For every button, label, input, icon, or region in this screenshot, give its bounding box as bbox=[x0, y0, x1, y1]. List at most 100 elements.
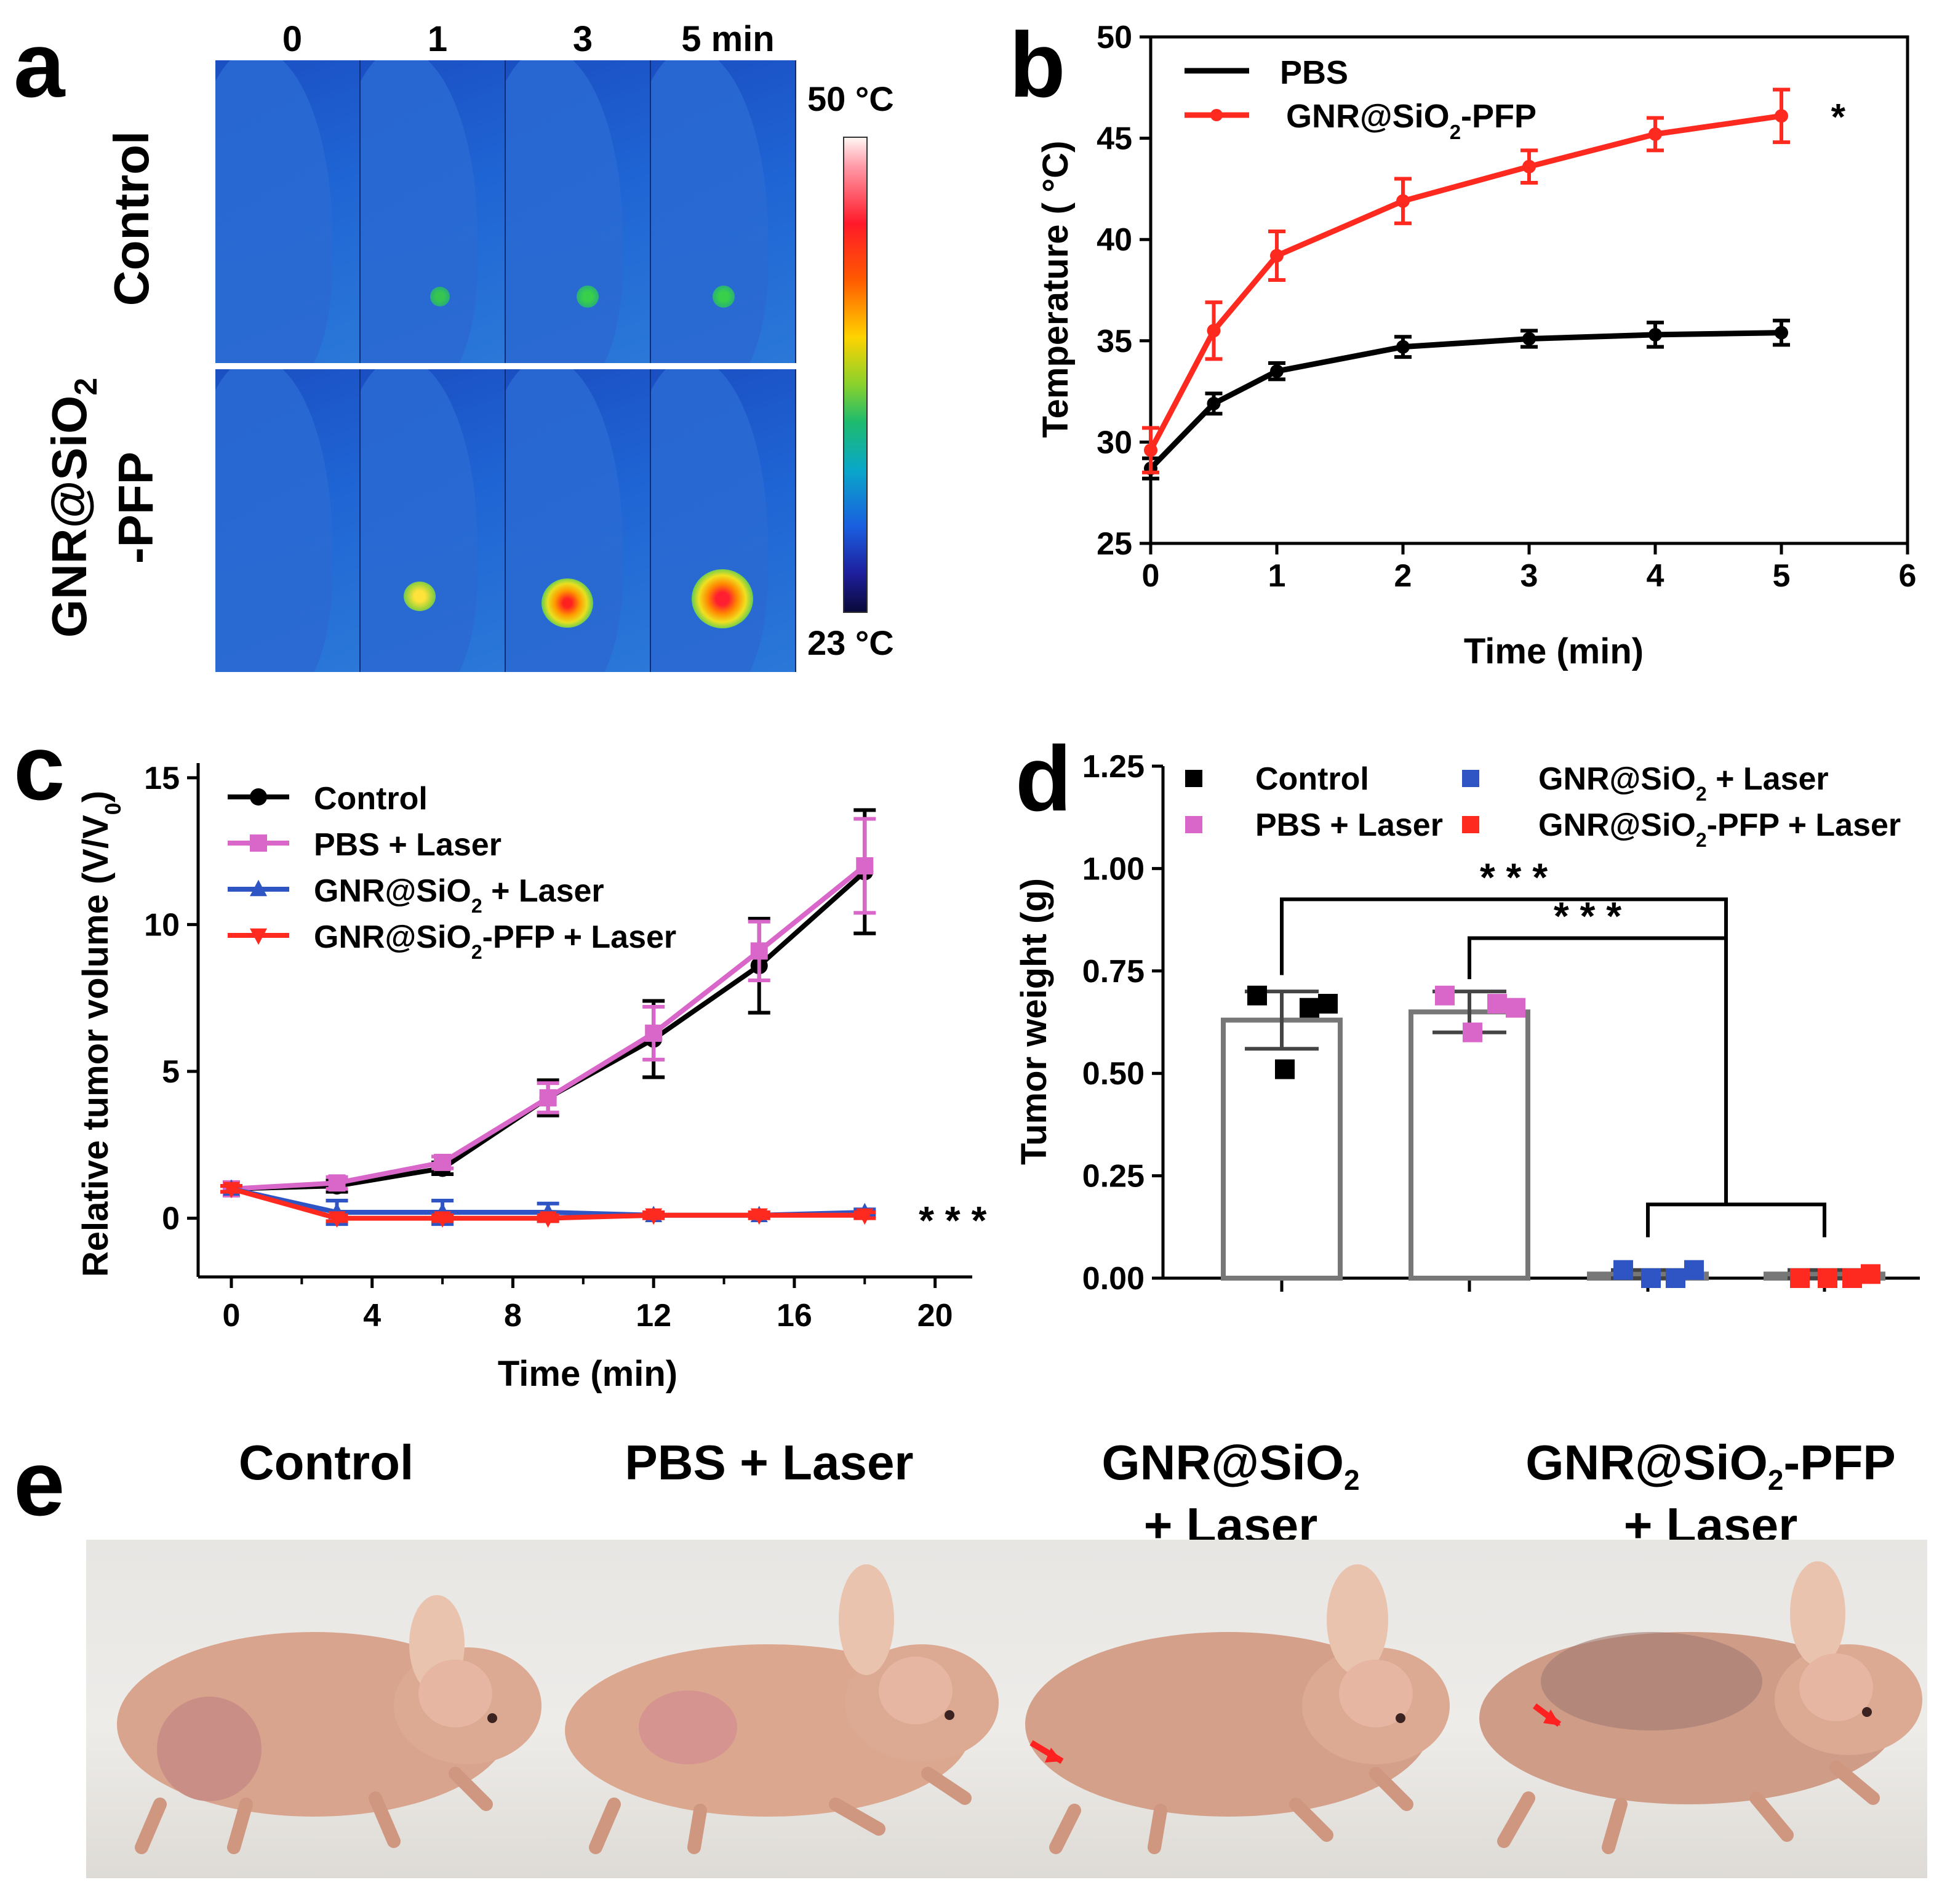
chart-b-point-gnr-pfp bbox=[1648, 127, 1662, 142]
chart-c-tumor-volume: Relative tumor volume (V/V0) Time (min) … bbox=[76, 761, 986, 1394]
chart-b-ylabel: Temperature ( °C) bbox=[1036, 141, 1076, 438]
chart-c-xtick-label: 16 bbox=[777, 1298, 812, 1334]
chart-c-xtick-label: 0 bbox=[223, 1298, 241, 1334]
chart-c-point-pbs-laser bbox=[434, 1153, 452, 1171]
panel-label-a: a bbox=[14, 13, 65, 116]
chart-b-point-pbs bbox=[1648, 327, 1662, 342]
chart-d-point-pbs-laser bbox=[1435, 985, 1455, 1006]
time-label-5: 5 min bbox=[681, 19, 775, 59]
chart-b-legend-label-gnr-pfp: GNR@SiO2-PFP bbox=[1286, 98, 1536, 143]
chart-c-legend-marker-pbs-laser bbox=[250, 834, 267, 852]
chart-b-point-pbs bbox=[1775, 326, 1788, 340]
chart-c-point-gnr-pfp-laser bbox=[750, 1208, 768, 1225]
chart-d-legend-label-gnr-pfp-laser: GNR@SiO2-PFP + Laser bbox=[1538, 807, 1901, 851]
chart-d-point-gnr-pfp-laser bbox=[1790, 1268, 1810, 1288]
row-label-gnr: GNR@SiO2 bbox=[42, 377, 104, 638]
thermal-image-gnr-3 bbox=[506, 369, 651, 672]
thermal-image-control-3 bbox=[506, 60, 651, 363]
thermal-image-control-1 bbox=[361, 60, 506, 363]
chart-d-ytick-label: 0.25 bbox=[1082, 1159, 1145, 1194]
chart-d-point-pbs-laser bbox=[1463, 1022, 1482, 1042]
chart-b-point-pbs bbox=[1522, 332, 1536, 346]
chart-d-point-gnr-pfp-laser bbox=[1861, 1264, 1880, 1284]
chart-d-bracket-treated bbox=[1646, 1202, 1826, 1238]
colorbar bbox=[843, 137, 868, 613]
mouse-label-gnr-laser: GNR@SiO2 + Laser bbox=[1101, 1435, 1360, 1553]
chart-b-point-gnr-pfp bbox=[1775, 109, 1788, 123]
chart-c-point-gnr-pfp-laser bbox=[539, 1211, 557, 1228]
chart-b-point-pbs bbox=[1396, 340, 1410, 354]
chart-c-xlabel: Time (min) bbox=[498, 1354, 677, 1394]
chart-c-ylabel: Relative tumor volume (V/V0) bbox=[76, 791, 126, 1277]
chart-d-point-gnr-laser bbox=[1641, 1268, 1661, 1288]
panel-label-d: d bbox=[1015, 727, 1072, 830]
chart-b-xtick-label: 6 bbox=[1899, 558, 1917, 594]
thermal-image-gnr-1 bbox=[361, 369, 506, 672]
chart-b-ytick-label: 45 bbox=[1097, 121, 1132, 157]
chart-d-ytick-label: 0.75 bbox=[1082, 954, 1145, 990]
chart-c-xtick-label: 8 bbox=[504, 1298, 522, 1334]
thermal-image-gnr-0 bbox=[215, 369, 361, 672]
chart-b-point-gnr-pfp bbox=[1207, 324, 1221, 338]
time-label-1: 1 bbox=[427, 19, 448, 59]
chart-b-temperature: Temperature ( °C) Time (min) 0 1 2 3 4 5 62530… bbox=[1036, 20, 1917, 671]
chart-d-ylabel: Tumor weight (g) bbox=[1014, 878, 1054, 1165]
chart-c-legend-label-pbs-laser: PBS + Laser bbox=[314, 827, 501, 863]
chart-d-ytick-label: 1.25 bbox=[1082, 749, 1145, 785]
chart-b-legend-label-pbs: PBS bbox=[1280, 54, 1348, 91]
chart-d-bar-pbs-laser bbox=[1409, 1009, 1530, 1281]
chart-b-point-gnr-pfp bbox=[1270, 249, 1284, 263]
chart-d-point-gnr-pfp-laser bbox=[1842, 1268, 1862, 1288]
chart-c-point-gnr-pfp-laser bbox=[223, 1182, 240, 1199]
chart-d-legend-marker-gnr-laser bbox=[1462, 770, 1479, 787]
chart-d-legend-label-pbs-laser: PBS + Laser bbox=[1255, 807, 1443, 843]
time-label-0: 0 bbox=[282, 19, 303, 59]
panel-label-b: b bbox=[1009, 13, 1066, 116]
chart-b-ytick-label: 25 bbox=[1097, 526, 1132, 562]
chart-c-legend-label-gnr-pfp-laser: GNR@SiO2-PFP + Laser bbox=[314, 919, 676, 963]
colorbar-min-label: 23 °C bbox=[807, 623, 894, 662]
chart-b-ytick-label: 35 bbox=[1097, 324, 1132, 359]
chart-c-xtick-label: 12 bbox=[636, 1298, 671, 1334]
chart-b-xtick-label: 3 bbox=[1520, 558, 1538, 594]
chart-b-point-gnr-pfp bbox=[1522, 159, 1536, 174]
chart-b-line-gnr-pfp bbox=[1148, 113, 1782, 452]
chart-d-legend-label-gnr-laser: GNR@SiO2 + Laser bbox=[1538, 761, 1829, 805]
chart-d-point-control bbox=[1318, 994, 1338, 1014]
chart-c-ytick-label: 5 bbox=[162, 1054, 180, 1090]
row-label-control: Control bbox=[104, 130, 159, 306]
chart-b-point-pbs bbox=[1270, 364, 1284, 378]
chart-d-legend-marker-pbs-laser bbox=[1185, 816, 1202, 833]
chart-d-bar-control bbox=[1221, 1017, 1343, 1281]
chart-d-point-control bbox=[1275, 1059, 1295, 1079]
chart-c-legend-marker-gnr-pfp-laser bbox=[250, 928, 267, 945]
chart-b-significance: * bbox=[1831, 96, 1846, 137]
row-label-pfp: -PFP bbox=[108, 451, 163, 564]
mouse-photo-gnr-pfp-laser bbox=[1467, 1540, 1927, 1878]
panel-label-c: c bbox=[14, 716, 65, 819]
chart-c-point-pbs-laser bbox=[539, 1089, 557, 1106]
chart-c-point-gnr-pfp-laser bbox=[856, 1208, 874, 1225]
chart-c-legend-marker-control bbox=[250, 788, 267, 806]
chart-d-point-control bbox=[1247, 985, 1267, 1006]
chart-b-xtick-label: 4 bbox=[1647, 558, 1664, 594]
chart-c-line-pbs-laser bbox=[231, 863, 866, 1191]
mouse-photo-control bbox=[86, 1540, 546, 1878]
chart-d-tumor-weight: Tumor weight (g) 0.00 0.25 0.50 0.75 1.00 1.2… bbox=[1014, 749, 1920, 1297]
chart-b-point-gnr-pfp bbox=[1396, 194, 1410, 208]
time-label-3: 3 bbox=[572, 19, 593, 59]
chart-d-significance-2: * * * bbox=[1554, 894, 1621, 938]
chart-c-point-pbs-laser bbox=[856, 857, 874, 874]
chart-b-ytick-label: 50 bbox=[1097, 20, 1132, 55]
mouse-label-control: Control bbox=[238, 1435, 414, 1490]
chart-b-point-gnr-pfp bbox=[1144, 443, 1157, 457]
chart-c-ytick-label: 10 bbox=[144, 907, 180, 943]
chart-d-ytick-label: 1.00 bbox=[1082, 851, 1145, 887]
chart-d-point-pbs-laser bbox=[1506, 998, 1525, 1018]
chart-d-point-gnr-laser bbox=[1613, 1260, 1633, 1280]
chart-d-legend-marker-gnr-pfp-laser bbox=[1462, 816, 1479, 833]
chart-d-significance-1: * * * bbox=[1480, 855, 1548, 899]
chart-b-line-pbs bbox=[1148, 330, 1782, 471]
chart-b-xtick-label: 5 bbox=[1773, 558, 1791, 594]
chart-d-point-control bbox=[1300, 998, 1319, 1018]
